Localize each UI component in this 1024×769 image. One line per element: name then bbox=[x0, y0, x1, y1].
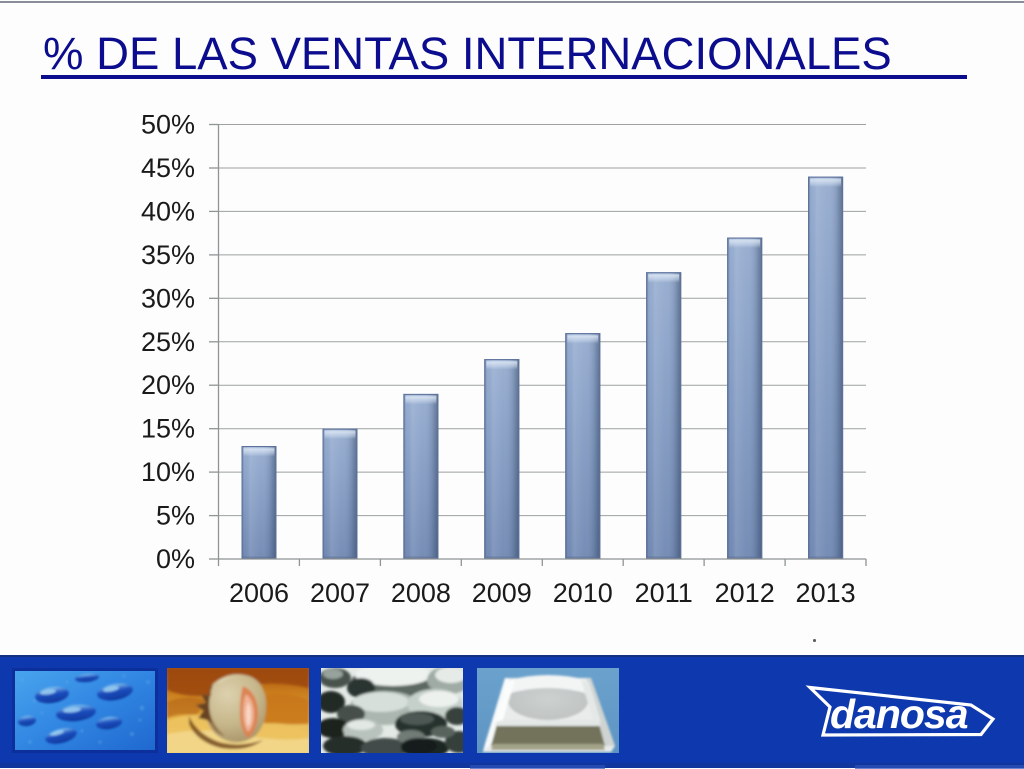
svg-text:2007: 2007 bbox=[310, 578, 370, 608]
svg-text:10%: 10% bbox=[141, 457, 195, 487]
svg-text:40%: 40% bbox=[141, 196, 195, 226]
svg-text:45%: 45% bbox=[141, 153, 195, 183]
svg-text:25%: 25% bbox=[141, 327, 195, 357]
svg-text:2008: 2008 bbox=[391, 578, 451, 608]
svg-text:50%: 50% bbox=[141, 110, 195, 140]
svg-text:35%: 35% bbox=[141, 240, 195, 270]
svg-text:2012: 2012 bbox=[715, 578, 775, 608]
svg-text:2009: 2009 bbox=[472, 578, 532, 608]
svg-text:2011: 2011 bbox=[635, 578, 693, 608]
svg-text:danosa: danosa bbox=[830, 691, 968, 737]
svg-text:0%: 0% bbox=[156, 544, 195, 574]
svg-text:2013: 2013 bbox=[796, 578, 856, 608]
svg-text:30%: 30% bbox=[141, 283, 195, 313]
svg-text:5%: 5% bbox=[156, 501, 195, 531]
svg-text:15%: 15% bbox=[141, 414, 195, 444]
svg-text:2010: 2010 bbox=[553, 578, 613, 608]
svg-text:20%: 20% bbox=[141, 370, 195, 400]
svg-text:2006: 2006 bbox=[229, 578, 289, 608]
